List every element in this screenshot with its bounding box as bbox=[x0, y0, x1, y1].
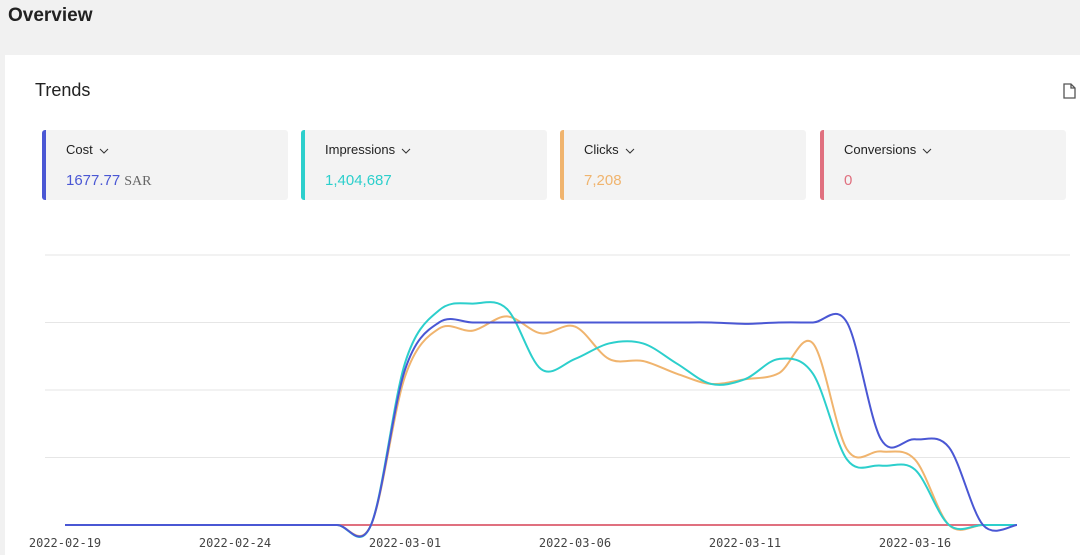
chevron bbox=[625, 148, 635, 154]
x-tick-label: 2022-02-24 bbox=[199, 536, 271, 550]
metric-value: 7,208 bbox=[584, 172, 622, 189]
metric-tile[interactable]: Conversions 0 bbox=[820, 130, 1066, 200]
metric-value: 0 bbox=[844, 172, 853, 189]
metric-tile[interactable]: Cost 1677.77 SAR bbox=[42, 130, 288, 200]
x-tick-label: 2022-03-01 bbox=[369, 536, 441, 550]
metric-value: 1677.77 bbox=[66, 172, 121, 189]
x-tick-label: 2022-03-16 bbox=[879, 536, 951, 550]
chevron bbox=[922, 148, 932, 154]
metric-value: 1,404,687 bbox=[325, 172, 392, 189]
metric-name: Clicks bbox=[584, 142, 619, 157]
export-icon[interactable] bbox=[1062, 83, 1076, 99]
series-line bbox=[65, 312, 1018, 538]
page-title: Overview bbox=[8, 5, 93, 26]
metric-tile[interactable]: Clicks 7,208 bbox=[560, 130, 806, 200]
metric-name: Impressions bbox=[325, 142, 396, 157]
metric-name: Cost bbox=[66, 142, 93, 157]
x-tick-label: 2022-03-11 bbox=[709, 536, 781, 550]
card-title: Trends bbox=[35, 80, 91, 100]
metric-name: Conversions bbox=[844, 142, 917, 157]
chevron bbox=[401, 148, 411, 154]
chevron bbox=[99, 148, 109, 154]
x-tick-label: 2022-02-19 bbox=[29, 536, 101, 550]
metric-tile[interactable]: Impressions 1,404,687 bbox=[301, 130, 547, 200]
x-tick-label: 2022-03-06 bbox=[539, 536, 611, 550]
metric-unit: SAR bbox=[124, 174, 152, 189]
series-line bbox=[65, 315, 1017, 537]
